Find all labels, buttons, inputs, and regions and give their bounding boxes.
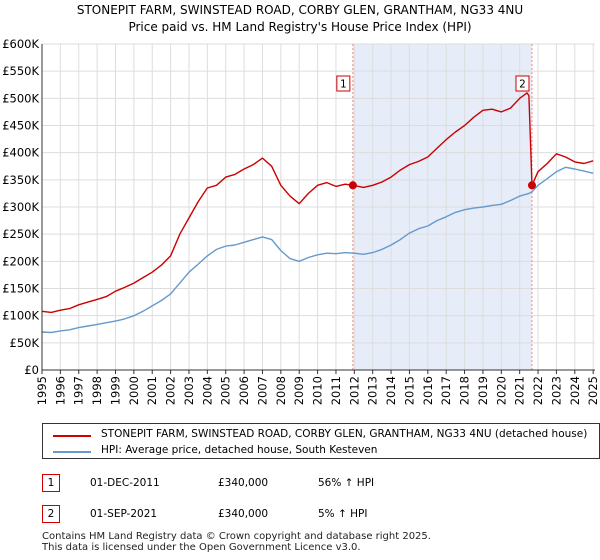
transaction-date: 01-SEP-2021 — [90, 508, 158, 520]
x-tick-label: 2017 — [439, 376, 453, 405]
y-tick-label: £50K — [10, 336, 40, 350]
y-tick-label: £300K — [2, 200, 39, 214]
y-tick-label: £500K — [2, 91, 39, 105]
x-tick-label: 1998 — [90, 376, 104, 405]
x-tick-label: 2018 — [458, 376, 472, 405]
transaction-number-badge: 2 — [42, 505, 60, 523]
sale-label-number: 1 — [340, 79, 347, 91]
sale-label-box — [336, 75, 351, 92]
y-tick-label: £0 — [24, 363, 39, 377]
y-tick-label: £250K — [2, 227, 39, 241]
x-tick-label: 2019 — [476, 376, 490, 405]
transaction-number-badge: 1 — [42, 474, 60, 492]
x-tick-label: 2015 — [402, 376, 416, 405]
x-tick-label: 2011 — [329, 376, 343, 405]
y-tick-label: £450K — [2, 119, 39, 133]
price-chart: STONEPIT FARM, SWINSTEAD ROAD, CORBY GLE… — [2, 3, 600, 405]
legend-swatch-property — [53, 435, 91, 437]
x-tick-label: 2014 — [384, 376, 398, 405]
transaction-date: 01-DEC-2011 — [90, 477, 160, 489]
y-tick-label: £400K — [2, 146, 39, 160]
legend-swatch-hpi — [53, 451, 91, 453]
x-tick-label: 2025 — [586, 376, 600, 405]
transaction-row: 1 01-DEC-2011 £340,000 56% ↑ HPI — [42, 474, 600, 494]
x-tick-label: 2023 — [549, 376, 563, 405]
y-tick-label: £600K — [2, 37, 39, 51]
y-tick-label: £150K — [2, 282, 39, 296]
x-tick-label: 2001 — [145, 376, 159, 405]
sale-point — [348, 181, 357, 190]
footer-licence: This data is licensed under the Open Gov… — [42, 541, 361, 553]
x-tick-label: 2012 — [347, 376, 361, 405]
sale-point — [527, 181, 536, 190]
legend-label-hpi: HPI: Average price, detached house, Sout… — [101, 444, 378, 456]
x-tick-label: 2005 — [219, 376, 233, 405]
series-line-property — [41, 92, 594, 314]
y-tick-label: £550K — [2, 64, 39, 78]
x-tick-label: 2007 — [255, 376, 269, 405]
chart-subtitle: Price paid vs. HM Land Registry's House … — [128, 20, 471, 34]
x-tick-label: 2006 — [237, 376, 251, 405]
transaction-price: £340,000 — [218, 477, 269, 489]
y-tick-label: £100K — [2, 309, 39, 323]
transaction-price: £340,000 — [218, 508, 269, 520]
transaction-hpi-delta: 5% ↑ HPI — [318, 508, 368, 520]
x-tick-label: 2002 — [164, 376, 178, 405]
y-tick-label: £350K — [2, 173, 39, 187]
x-tick-label: 2003 — [182, 376, 196, 405]
transaction-row: 2 01-SEP-2021 £340,000 5% ↑ HPI — [42, 505, 600, 525]
sale-label-box — [515, 75, 530, 92]
legend-label-property: STONEPIT FARM, SWINSTEAD ROAD, CORBY GLE… — [101, 428, 588, 440]
x-tick-label: 2004 — [200, 376, 214, 405]
x-tick-label: 2024 — [568, 376, 582, 405]
x-tick-label: 2008 — [274, 376, 288, 405]
series-line-hpi — [41, 166, 594, 334]
x-tick-label: 2022 — [531, 376, 545, 405]
footer-copyright: Contains HM Land Registry data © Crown c… — [42, 531, 431, 542]
x-tick-label: 1999 — [108, 376, 122, 405]
transaction-hpi-delta: 56% ↑ HPI — [318, 477, 375, 489]
x-tick-label: 2009 — [292, 376, 306, 405]
sale-label-number: 2 — [519, 79, 526, 91]
x-tick-label: 1996 — [53, 376, 67, 405]
x-tick-label: 2010 — [311, 376, 325, 405]
y-tick-label: £200K — [2, 254, 39, 268]
x-tick-label: 2016 — [421, 376, 435, 405]
x-tick-label: 2021 — [513, 376, 527, 405]
x-tick-label: 2000 — [127, 376, 141, 405]
chart-title: STONEPIT FARM, SWINSTEAD ROAD, CORBY GLE… — [77, 3, 523, 17]
x-tick-label: 1997 — [72, 376, 86, 405]
footer: Contains HM Land Registry data © Crown c… — [42, 531, 431, 553]
legend: STONEPIT FARM, SWINSTEAD ROAD, CORBY GLE… — [42, 423, 600, 459]
x-tick-label: 2020 — [494, 376, 508, 405]
x-tick-label: 1995 — [35, 376, 49, 405]
x-tick-label: 2013 — [366, 376, 380, 405]
